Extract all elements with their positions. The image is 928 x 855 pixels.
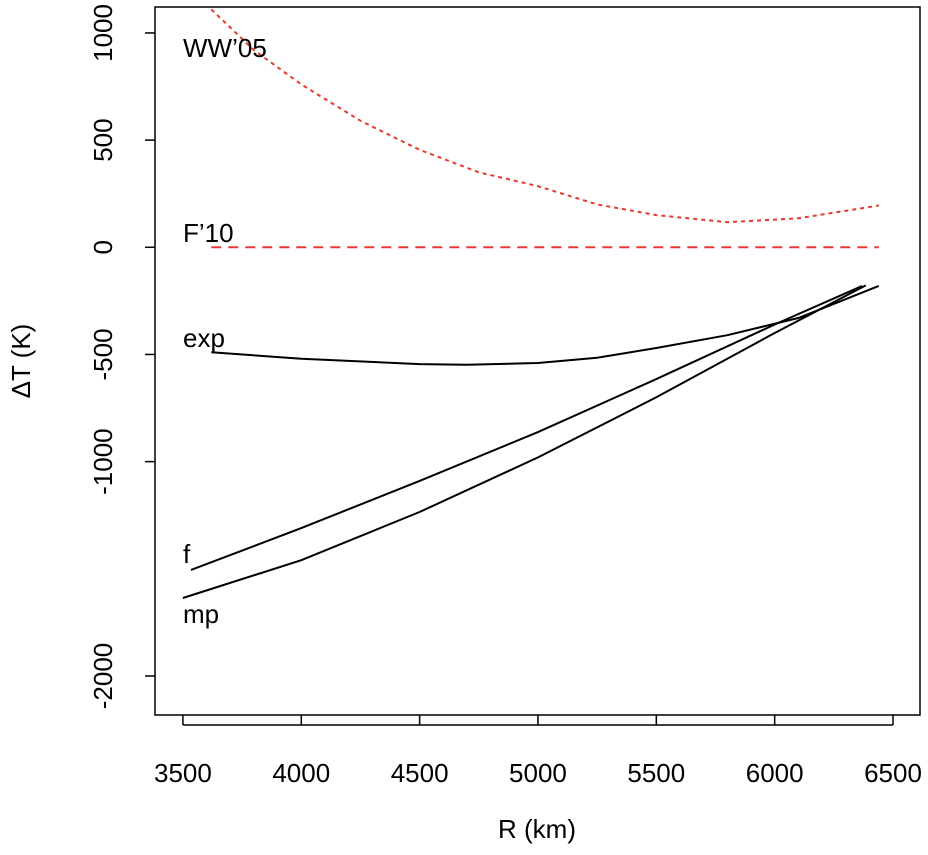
series-label: F’10 xyxy=(183,218,234,248)
series-line xyxy=(182,284,867,599)
series-label: f xyxy=(183,539,191,569)
series-label: exp xyxy=(183,323,225,353)
series-line xyxy=(190,284,863,571)
y-axis-label: ΔT (K) xyxy=(6,324,36,399)
y-tick-label: -2000 xyxy=(88,643,118,710)
x-tick-label: 6500 xyxy=(864,758,922,788)
series-line xyxy=(210,8,879,224)
x-tick-label: 4500 xyxy=(391,758,449,788)
series-line xyxy=(211,284,880,366)
y-tick-label: -500 xyxy=(88,328,118,380)
y-tick-label: 1000 xyxy=(88,4,118,62)
y-tick-label: 0 xyxy=(88,240,118,254)
y-tick-label: 500 xyxy=(88,118,118,161)
series-label: WW’05 xyxy=(183,33,267,63)
x-tick-label: 5000 xyxy=(509,758,567,788)
x-tick-label: 6000 xyxy=(746,758,804,788)
x-tick-label: 4000 xyxy=(272,758,330,788)
y-tick-label: -1000 xyxy=(88,428,118,495)
x-axis-label: R (km) xyxy=(498,814,576,844)
plot-frame xyxy=(154,6,921,716)
x-tick-label: 5500 xyxy=(627,758,685,788)
x-tick-label: 3500 xyxy=(154,758,212,788)
series-label: mp xyxy=(183,599,219,629)
